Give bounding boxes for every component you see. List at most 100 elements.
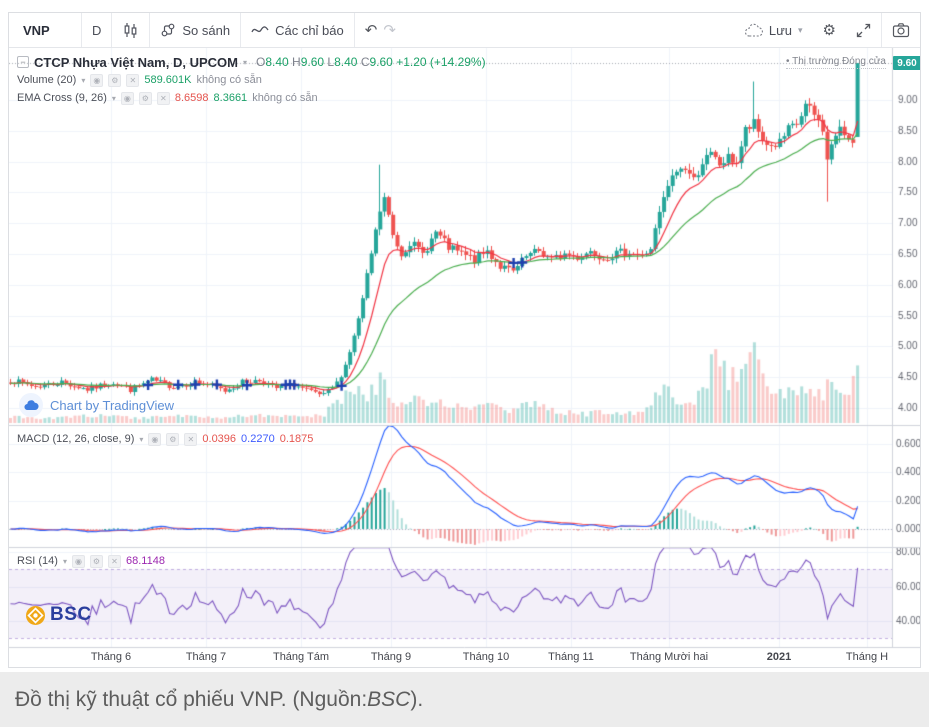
symbol-title: CTCP Nhựa Việt Nam, D, UPCOM: [34, 54, 238, 70]
undo-button[interactable]: ↶: [364, 22, 378, 39]
toolbar-separator: [81, 13, 82, 47]
close-icon[interactable]: ✕: [184, 432, 198, 446]
bsc-logo-text: BSC: [50, 604, 92, 625]
toolbar-separator: [240, 13, 242, 47]
symbol-search-button[interactable]: VNP: [23, 22, 50, 38]
status-dot: •: [786, 56, 790, 67]
time-axis[interactable]: Tháng 6 Tháng 7 Tháng Tám Tháng 9 Tháng 10 Th…: [9, 647, 920, 667]
chevron-down-icon: ▾: [139, 434, 144, 444]
volume-indicator-name: Volume (20): [17, 74, 77, 86]
trading-chart-card: VNP D So sán: [8, 12, 921, 668]
compare-label: So sánh: [182, 22, 231, 38]
bsc-logo-icon: [26, 605, 45, 625]
caption-text: Đồ thị kỹ thuật cổ phiếu VNP. (Nguồn:: [15, 687, 368, 711]
chevron-down-icon: ▾: [798, 24, 803, 35]
collapse-icon[interactable]: −: [17, 56, 29, 68]
toolbar-right: Lưu ▾ ⚙: [734, 13, 920, 47]
indicators-label: Các chỉ báo: [275, 22, 344, 38]
toolbar-separator: [353, 13, 355, 47]
time-axis-label: Tháng 11: [548, 651, 594, 663]
open-label: O: [256, 55, 266, 69]
time-axis-label: Tháng 6: [90, 651, 132, 663]
rsi-legend-row[interactable]: RSI (14) ▾ ◉ ⚙ ✕ 68.1148: [17, 552, 165, 570]
indicators-button[interactable]: Các chỉ báo: [241, 13, 354, 47]
toolbar-separator: [881, 13, 882, 47]
volume-value: 589.601K: [144, 74, 192, 86]
figure-caption: Đồ thị kỹ thuật cổ phiếu VNP. (Nguồn: BS…: [0, 672, 929, 727]
volume-na: không có sẵn: [196, 74, 262, 86]
compare-icon: [160, 22, 176, 38]
eye-icon[interactable]: ◉: [148, 432, 162, 446]
close-icon[interactable]: ✕: [126, 73, 140, 87]
redo-button[interactable]: ↷: [383, 22, 396, 39]
settings-icon[interactable]: ⚙: [166, 432, 180, 446]
fullscreen-button[interactable]: [846, 13, 881, 47]
close-label: C: [360, 55, 370, 69]
close-value: 9.60: [369, 55, 393, 69]
gear-icon: ⚙: [822, 21, 836, 39]
ema-fast-value: 8.6598: [174, 92, 209, 104]
ema-legend-row[interactable]: EMA Cross (9, 26) ▾ ◉ ⚙ ✕ 8.6598 8.3661 …: [17, 89, 486, 107]
high-value: 9.60: [300, 55, 325, 69]
market-status: • Thị trường Đóng cửa: [786, 56, 886, 69]
time-axis-label: 2021: [766, 651, 792, 663]
toolbar-separator: [149, 13, 151, 47]
ohlc-values: O8.40 H9.60 L8.40 C9.60 +1.20 (+14.29%): [256, 55, 486, 69]
candlestick-icon: [122, 22, 139, 39]
settings-icon[interactable]: ⚙: [89, 554, 103, 568]
chevron-down-icon: ▾: [81, 75, 86, 85]
time-axis-label: Tháng H: [845, 651, 889, 663]
tradingview-logo-icon: [19, 393, 43, 417]
camera-icon: [892, 22, 910, 38]
interval-button[interactable]: D: [92, 22, 102, 38]
low-value: 8.40: [334, 55, 358, 69]
undo-redo-group: ↶ ↷: [355, 13, 406, 47]
chevron-down-icon: ▾: [242, 57, 247, 67]
change-value: +1.20 (+14.29%): [396, 55, 486, 69]
settings-icon[interactable]: ⚙: [108, 73, 122, 87]
macd-indicator-name: MACD (12, 26, close, 9): [17, 433, 135, 445]
macd-pane-legend: MACD (12, 26, close, 9) ▾ ◉ ⚙ ✕ 0.0396 0…: [17, 430, 313, 448]
ema-slow-value: 8.3661: [213, 92, 248, 104]
chart-canvas[interactable]: [9, 48, 920, 667]
fullscreen-icon: [856, 23, 871, 38]
rsi-pane-legend: RSI (14) ▾ ◉ ⚙ ✕ 68.1148: [17, 552, 165, 570]
eye-icon[interactable]: ◉: [71, 554, 85, 568]
close-icon[interactable]: ✕: [156, 91, 170, 105]
eye-icon[interactable]: ◉: [120, 91, 134, 105]
save-label: Lưu: [768, 22, 793, 38]
time-axis-label: Tháng 9: [370, 651, 412, 663]
chart-toolbar: VNP D So sán: [9, 13, 920, 48]
chevron-down-icon: ▾: [111, 93, 116, 103]
main-pane-legend: − CTCP Nhựa Việt Nam, D, UPCOM ▾ O 8.40 H…: [17, 53, 486, 107]
close-icon[interactable]: ✕: [107, 554, 121, 568]
save-button[interactable]: Lưu ▾: [734, 13, 813, 47]
macd-legend-row[interactable]: MACD (12, 26, close, 9) ▾ ◉ ⚙ ✕ 0.0396 0…: [17, 430, 313, 448]
low-label: L: [327, 55, 335, 69]
settings-button[interactable]: ⚙: [813, 13, 846, 47]
time-axis-label: Tháng Tám: [272, 651, 330, 663]
high-label: H: [292, 55, 301, 69]
indicators-icon: [251, 24, 269, 36]
symbol-legend-row[interactable]: − CTCP Nhựa Việt Nam, D, UPCOM ▾ O 8.40 H…: [17, 53, 486, 71]
caption-suffix: ).: [410, 687, 424, 711]
time-axis-label: Tháng 10: [462, 651, 510, 663]
snapshot-button[interactable]: [882, 13, 920, 47]
rsi-indicator-name: RSI (14): [17, 555, 58, 567]
settings-icon[interactable]: ⚙: [138, 91, 152, 105]
tradingview-attribution-link[interactable]: Chart by TradingView: [19, 393, 174, 417]
compare-button[interactable]: So sánh: [150, 13, 240, 47]
chart-area: − CTCP Nhựa Việt Nam, D, UPCOM ▾ O 8.40 H…: [9, 48, 920, 667]
macd-hist-value: 0.0396: [202, 433, 237, 445]
toolbar-separator: [111, 13, 113, 47]
time-axis-label: Tháng Mười hai: [629, 651, 709, 663]
volume-legend-row[interactable]: Volume (20) ▾ ◉ ⚙ ✕ 589.601K không có sẵ…: [17, 71, 486, 89]
chart-style-button[interactable]: [112, 13, 149, 47]
tradingview-attribution-text: Chart by TradingView: [50, 397, 175, 413]
chevron-down-icon: ▾: [62, 556, 67, 566]
ema-na: không có sẵn: [252, 92, 318, 104]
last-price-badge: 9.60: [893, 56, 920, 70]
eye-icon[interactable]: ◉: [90, 73, 104, 87]
status-label: Thị trường Đóng cửa: [792, 56, 886, 67]
